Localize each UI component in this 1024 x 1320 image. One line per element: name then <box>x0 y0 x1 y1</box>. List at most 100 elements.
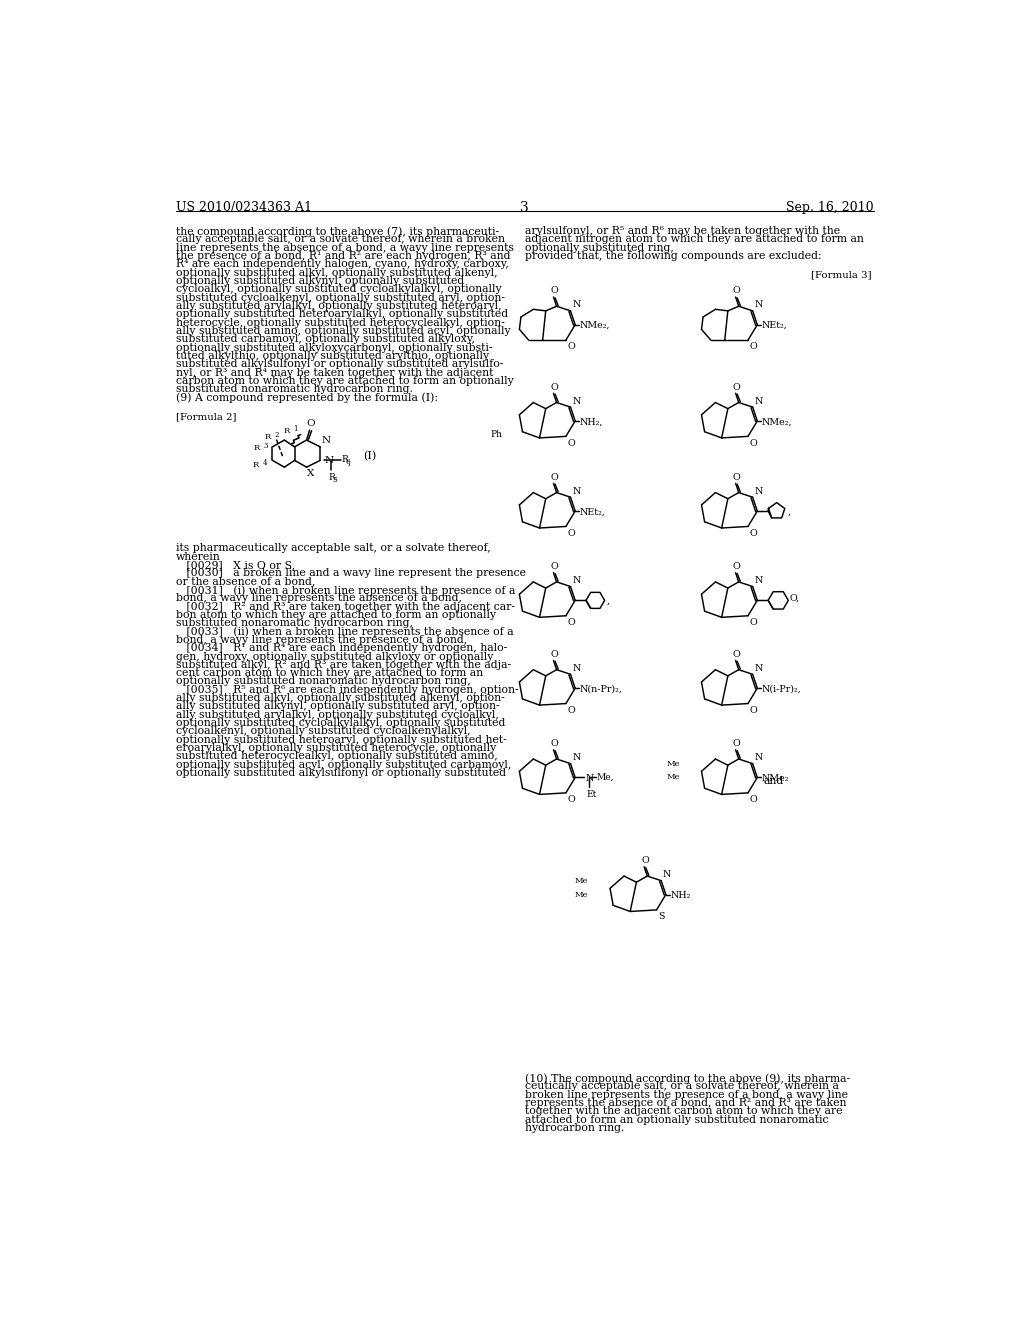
Text: optionally substituted acyl, optionally substituted carbamoyl,: optionally substituted acyl, optionally … <box>176 759 511 770</box>
Text: bon atom to which they are attached to form an optionally: bon atom to which they are attached to f… <box>176 610 497 620</box>
Text: substituted nonaromatic hydrocarbon ring.: substituted nonaromatic hydrocarbon ring… <box>176 384 413 395</box>
Text: Me: Me <box>667 759 680 768</box>
Text: R: R <box>254 445 260 453</box>
Text: (9) A compound represented by the formula (I):: (9) A compound represented by the formul… <box>176 392 438 403</box>
Text: the presence of a bond, R¹ and R² are each hydrogen, R³ and: the presence of a bond, R¹ and R² are ea… <box>176 251 511 261</box>
Text: [0034]   R¹ and R⁴ are each independently hydrogen, halo-: [0034] R¹ and R⁴ are each independently … <box>176 643 507 653</box>
Text: broken line represents the presence of a bond, a wavy line: broken line represents the presence of a… <box>524 1090 848 1100</box>
Text: O: O <box>550 649 558 659</box>
Text: O: O <box>567 438 575 447</box>
Text: represents the absence of a bond, and R² and R³ are taken: represents the absence of a bond, and R²… <box>524 1098 846 1107</box>
Text: O: O <box>732 562 740 572</box>
Text: O: O <box>750 438 758 447</box>
Text: US 2010/0234363 A1: US 2010/0234363 A1 <box>176 201 312 214</box>
Text: R: R <box>342 455 348 465</box>
Text: [0035]   R⁵ and R⁶ are each independently hydrogen, option-: [0035] R⁵ and R⁶ are each independently … <box>176 685 519 694</box>
Text: attached to form an optionally substituted nonaromatic: attached to form an optionally substitut… <box>524 1114 828 1125</box>
Text: [0033]   (ii) when a broken line represents the absence of a: [0033] (ii) when a broken line represent… <box>176 627 514 638</box>
Text: gen, hydroxy, optionally substituted alkyloxy or optionally: gen, hydroxy, optionally substituted alk… <box>176 652 494 661</box>
Text: N: N <box>325 455 334 465</box>
Text: optionally substituted alkynyl, optionally substituted: optionally substituted alkynyl, optional… <box>176 276 464 286</box>
Text: O: O <box>550 383 558 392</box>
Text: O: O <box>567 795 575 804</box>
Text: the compound according to the above (7), its pharmaceuti-: the compound according to the above (7),… <box>176 226 499 236</box>
Text: optionally substituted cycloalkylalkyl, optionally substituted: optionally substituted cycloalkylalkyl, … <box>176 718 506 729</box>
Text: optionally substituted ring,: optionally substituted ring, <box>524 243 674 253</box>
Text: O: O <box>732 649 740 659</box>
Text: Ph: Ph <box>490 429 503 438</box>
Text: eroarylalkyl, optionally substituted heterocycle, optionally: eroarylalkyl, optionally substituted het… <box>176 743 497 752</box>
Text: O: O <box>750 618 758 627</box>
Text: R: R <box>284 428 290 436</box>
Text: R: R <box>329 474 336 483</box>
Text: arylsulfonyl, or R⁵ and R⁶ may be taken together with the: arylsulfonyl, or R⁵ and R⁶ may be taken … <box>524 226 840 236</box>
Text: N: N <box>572 754 581 762</box>
Text: N(n-Pr)₂,: N(n-Pr)₂, <box>580 685 623 693</box>
Text: N: N <box>572 487 581 496</box>
Text: ,: , <box>787 507 791 516</box>
Text: O: O <box>641 857 649 866</box>
Text: hydrocarbon ring.: hydrocarbon ring. <box>524 1123 625 1133</box>
Text: O: O <box>567 342 575 351</box>
Text: N: N <box>572 664 581 673</box>
Text: substituted cycloalkenyl, optionally substituted aryl, option-: substituted cycloalkenyl, optionally sub… <box>176 293 505 302</box>
Text: 1: 1 <box>293 425 298 433</box>
Text: substituted nonaromatic hydrocarbon ring,: substituted nonaromatic hydrocarbon ring… <box>176 618 413 628</box>
Text: ,: , <box>607 597 610 606</box>
Text: Me: Me <box>574 891 589 899</box>
Text: R: R <box>252 461 258 469</box>
Text: (I): (I) <box>362 451 376 462</box>
Text: 6: 6 <box>346 458 350 466</box>
Text: O: O <box>732 473 740 482</box>
Text: N(i-Pr)₂,: N(i-Pr)₂, <box>762 685 802 693</box>
Text: N: N <box>572 576 581 585</box>
Text: bond, a wavy line represents the absence of a bond,: bond, a wavy line represents the absence… <box>176 593 462 603</box>
Text: O: O <box>750 795 758 804</box>
Text: R⁴ are each independently halogen, cyano, hydroxy, carboxy,: R⁴ are each independently halogen, cyano… <box>176 260 509 269</box>
Text: N: N <box>572 301 581 309</box>
Text: O: O <box>750 706 758 715</box>
Text: O: O <box>306 418 314 428</box>
Text: O: O <box>550 562 558 572</box>
Text: ,: , <box>348 458 351 466</box>
Text: [0032]   R² and R³ are taken together with the adjacent car-: [0032] R² and R³ are taken together with… <box>176 602 515 611</box>
Text: O: O <box>750 529 758 537</box>
Text: Me: Me <box>667 774 680 781</box>
Text: N: N <box>755 664 763 673</box>
Text: N: N <box>755 576 763 585</box>
Text: provided that, the following compounds are excluded:: provided that, the following compounds a… <box>524 251 821 261</box>
Text: O: O <box>550 739 558 748</box>
Text: N: N <box>572 396 581 405</box>
Text: 3: 3 <box>264 442 268 450</box>
Text: wherein: wherein <box>176 552 221 562</box>
Text: ceutically acceptable salt, or a solvate thereof, wherein a: ceutically acceptable salt, or a solvate… <box>524 1081 839 1092</box>
Text: N: N <box>755 754 763 762</box>
Text: NH₂,: NH₂, <box>580 417 603 426</box>
Text: ally substituted amino, optionally substituted acyl, optionally: ally substituted amino, optionally subst… <box>176 326 511 337</box>
Text: 4: 4 <box>262 459 267 467</box>
Text: nyl, or R³ and R⁴ may be taken together with the adjacent: nyl, or R³ and R⁴ may be taken together … <box>176 367 494 378</box>
Text: ally substituted arylalkyl, optionally substituted heteroaryl,: ally substituted arylalkyl, optionally s… <box>176 301 502 312</box>
Text: O: O <box>550 286 558 296</box>
Text: O,: O, <box>790 594 800 602</box>
Text: [0030]   a broken line and a wavy line represent the presence: [0030] a broken line and a wavy line rep… <box>176 569 526 578</box>
Text: R: R <box>264 433 270 441</box>
Text: heterocycle, optionally substituted heterocyclealkyl, option-: heterocycle, optionally substituted hete… <box>176 318 505 327</box>
Text: and: and <box>764 776 783 785</box>
Text: 2: 2 <box>274 430 279 438</box>
Text: optionally substituted nonaromatic hydrocarbon ring,: optionally substituted nonaromatic hydro… <box>176 676 471 686</box>
Text: optionally substituted alkyloxycarbonyl, optionally substi-: optionally substituted alkyloxycarbonyl,… <box>176 343 493 352</box>
Text: X: X <box>307 470 314 478</box>
Text: NEt₂,: NEt₂, <box>580 507 605 516</box>
Text: N: N <box>322 436 331 445</box>
Text: together with the adjacent carbon atom to which they are: together with the adjacent carbon atom t… <box>524 1106 843 1117</box>
Text: ally substituted alkynyl, optionally substituted aryl, option-: ally substituted alkynyl, optionally sub… <box>176 701 500 711</box>
Text: O: O <box>750 342 758 351</box>
Text: [0031]   (i) when a broken line represents the presence of a: [0031] (i) when a broken line represents… <box>176 585 515 595</box>
Text: carbon atom to which they are attached to form an optionally: carbon atom to which they are attached t… <box>176 376 514 385</box>
Text: ally substituted alkyl, optionally substituted alkenyl, option-: ally substituted alkyl, optionally subst… <box>176 693 505 704</box>
Text: its pharmaceutically acceptable salt, or a solvate thereof,: its pharmaceutically acceptable salt, or… <box>176 544 490 553</box>
Text: cent carbon atom to which they are attached to form an: cent carbon atom to which they are attac… <box>176 668 483 678</box>
Text: tuted alkylthio, optionally substituted arylthio, optionally: tuted alkylthio, optionally substituted … <box>176 351 489 360</box>
Text: substituted carbamoyl, optionally substituted alkyloxy,: substituted carbamoyl, optionally substi… <box>176 334 475 345</box>
